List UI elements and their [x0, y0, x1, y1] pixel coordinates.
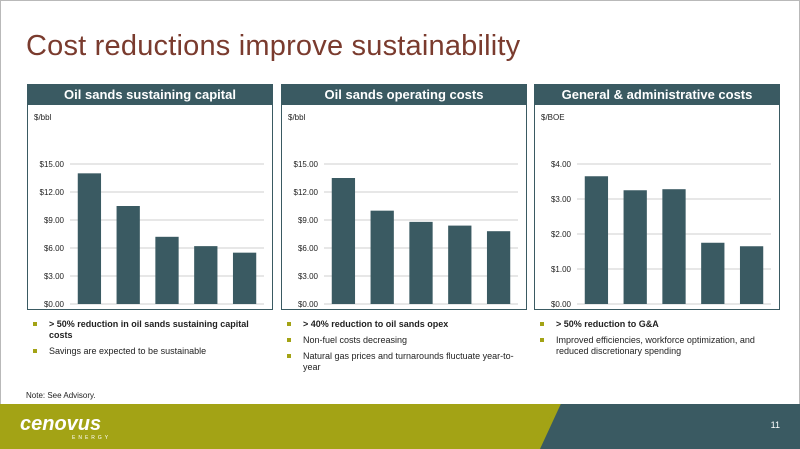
unit-label: $/BOE	[541, 113, 565, 122]
page-title: Cost reductions improve sustainability	[26, 30, 521, 62]
bullet-square-icon	[540, 338, 544, 342]
bar	[701, 242, 725, 304]
y-tick-label: $1.00	[551, 265, 572, 274]
y-tick-label: $12.00	[294, 188, 319, 197]
panel-header: Oil sands operating costs	[281, 84, 527, 105]
bullet-text: Savings are expected to be sustainable	[49, 346, 207, 356]
bar	[155, 236, 179, 304]
y-tick-label: $6.00	[298, 244, 319, 253]
note-text: Note: See Advisory.	[26, 391, 96, 400]
bar	[486, 231, 511, 304]
bullet-text: > 50% reduction to G&A	[556, 319, 659, 329]
bar	[194, 246, 218, 304]
panel-operating-costs: Oil sands operating costs $/bbl $0.00 $3.…	[281, 84, 527, 310]
bullet-item: Improved efficiencies, workforce optimiz…	[534, 335, 774, 357]
y-tick-label: $15.00	[294, 160, 319, 169]
bullet-text: > 40% reduction to oil sands opex	[303, 319, 449, 329]
y-tick-label: $0.00	[44, 300, 65, 309]
panel-header: General & administrative costs	[534, 84, 780, 105]
bullet-item: > 50% reduction in oil sands sustaining …	[27, 319, 267, 341]
bullets-sustaining-capital: > 50% reduction in oil sands sustaining …	[27, 319, 267, 362]
bullet-text: > 50% reduction in oil sands sustaining …	[49, 319, 249, 340]
bullet-text: Improved efficiencies, workforce optimiz…	[556, 335, 755, 356]
unit-label: $/bbl	[288, 113, 306, 122]
bullet-item: Non-fuel costs decreasing	[281, 335, 521, 346]
chart-operating-costs: $/bbl $0.00$3.00$6.00$9.00$12.00$15.0020…	[281, 105, 527, 310]
bar	[409, 221, 433, 304]
y-tick-label: $0.00	[551, 300, 572, 309]
bar	[77, 173, 102, 304]
bar	[116, 206, 140, 304]
chart-ga-costs: $/BOE $0.00$1.00$2.00$3.00$4.00201420152…	[534, 105, 780, 310]
unit-label: $/bbl	[34, 113, 52, 122]
footer-green-band	[0, 404, 560, 449]
logo-wordmark: cenovus	[20, 413, 101, 435]
bullet-item: Savings are expected to be sustainable	[27, 346, 267, 357]
panel-header: Oil sands sustaining capital	[27, 84, 273, 105]
y-tick-label: $6.00	[44, 244, 65, 253]
bullet-item: > 40% reduction to oil sands opex	[281, 319, 521, 330]
bar	[739, 246, 764, 304]
y-tick-label: $4.00	[551, 160, 572, 169]
panel-sustaining-capital: Oil sands sustaining capital $/bbl $0.00…	[27, 84, 273, 310]
y-tick-label: $3.00	[551, 195, 572, 204]
bar	[662, 189, 686, 304]
footer-dark-band	[540, 404, 800, 449]
bar	[331, 178, 356, 304]
page-number: 11	[770, 420, 780, 430]
bullets-ga-costs: > 50% reduction to G&A Improved efficienc…	[534, 319, 774, 362]
bar	[232, 252, 257, 304]
bullet-item: Natural gas prices and turnarounds fluct…	[281, 351, 521, 373]
bullet-square-icon	[33, 349, 37, 353]
logo-subtext: ENERGY	[72, 435, 111, 441]
y-tick-label: $0.00	[298, 300, 319, 309]
bar	[448, 225, 472, 304]
y-tick-label: $3.00	[44, 272, 65, 281]
bar	[623, 190, 647, 304]
y-tick-label: $15.00	[40, 160, 65, 169]
bullet-square-icon	[33, 322, 37, 326]
bullet-square-icon	[287, 338, 291, 342]
bullet-text: Natural gas prices and turnarounds fluct…	[303, 351, 514, 372]
bullet-text: Non-fuel costs decreasing	[303, 335, 408, 345]
bullet-square-icon	[540, 322, 544, 326]
chart-sustaining-capital: $/bbl $0.00$3.00$6.00$9.00$12.00$15.0020…	[27, 105, 273, 310]
bar	[370, 210, 394, 304]
bullets-operating-costs: > 40% reduction to oil sands opex Non-fue…	[281, 319, 521, 378]
bullet-square-icon	[287, 322, 291, 326]
cenovus-logo: cenovus ENERGY	[20, 413, 111, 441]
y-tick-label: $9.00	[298, 216, 319, 225]
y-tick-label: $3.00	[298, 272, 319, 281]
bar-chart: $0.00$1.00$2.00$3.00$4.00201420152016201…	[551, 160, 771, 309]
bar	[584, 176, 609, 304]
y-tick-label: $9.00	[44, 216, 65, 225]
panel-ga-costs: General & administrative costs $/BOE $0.…	[534, 84, 780, 310]
bar-chart: $0.00$3.00$6.00$9.00$12.00$15.0020142015…	[294, 160, 518, 309]
bar-chart: $0.00$3.00$6.00$9.00$12.00$15.0020142015…	[40, 160, 264, 309]
y-tick-label: $12.00	[40, 188, 65, 197]
bullet-square-icon	[287, 354, 291, 358]
bullet-item: > 50% reduction to G&A	[534, 319, 774, 330]
y-tick-label: $2.00	[551, 230, 572, 239]
footer: cenovus ENERGY 11	[0, 404, 800, 449]
